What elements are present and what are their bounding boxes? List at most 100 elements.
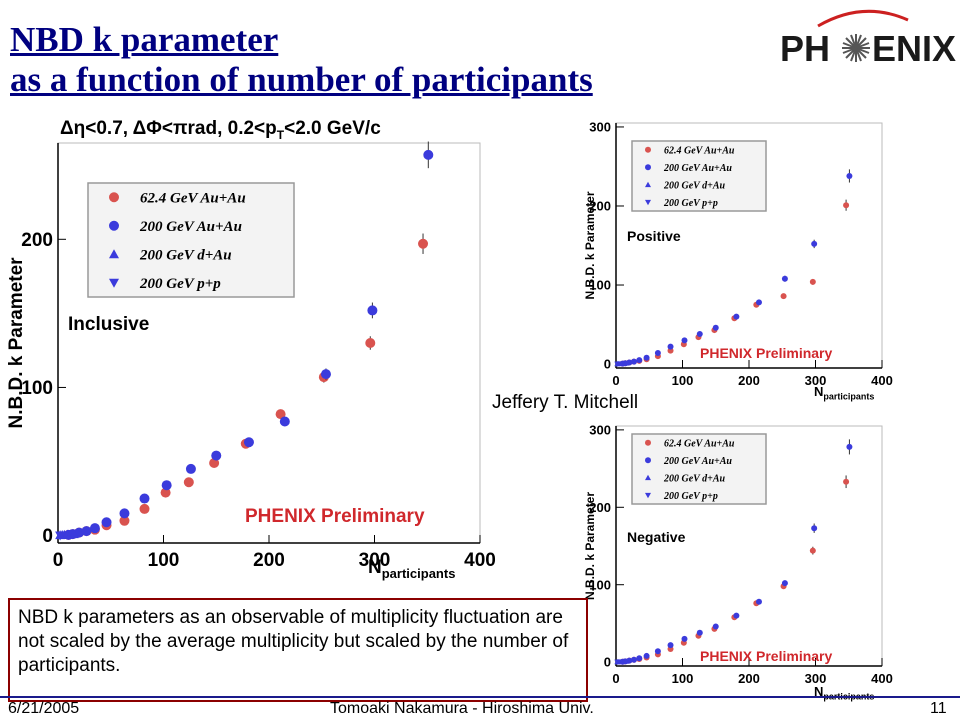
legend-marker <box>645 474 651 481</box>
data-point <box>681 337 688 344</box>
data-point <box>681 635 688 642</box>
data-point <box>185 463 196 474</box>
slide-title: NBD k parameter as a function of number … <box>10 20 593 100</box>
x-tick-label: 0 <box>612 373 619 388</box>
data-point <box>423 149 434 160</box>
legend-marker <box>645 146 651 153</box>
x-tick-label: 200 <box>738 671 760 686</box>
y-tick-label: 200 <box>21 230 53 251</box>
y-tick-label: 200 <box>589 500 611 515</box>
footer-presenter: Tomoaki Nakamura - Hiroshima Univ. <box>330 700 594 717</box>
data-point <box>780 293 787 300</box>
inclusive-label: Inclusive <box>68 314 150 335</box>
footer-page: 11 <box>930 700 947 717</box>
x-tick-label: 300 <box>805 671 827 686</box>
negative-plot: 0 100 200 300 400 0 100 200 300 N.B.D. k Paramete… <box>583 422 893 686</box>
footer-rule <box>0 696 960 698</box>
y-tick-label: 100 <box>589 278 611 293</box>
legend-box <box>87 182 295 298</box>
legend-label: 200 GeV d+Au <box>663 180 726 191</box>
data-point <box>89 523 100 534</box>
data-point <box>696 629 703 636</box>
data-point <box>643 354 650 361</box>
x-tick-label: 400 <box>871 373 893 388</box>
y-tick-label: 0 <box>604 357 611 372</box>
legend-marker <box>645 199 651 206</box>
x-tick-label: 100 <box>148 550 180 571</box>
negative-label: Negative <box>627 529 686 545</box>
legend-box <box>631 140 767 212</box>
y-tick-label: 0 <box>42 526 53 547</box>
data-point <box>733 313 740 320</box>
data-point <box>643 652 650 659</box>
data-point <box>160 487 171 498</box>
footer-date: 6/21/2005 <box>8 700 80 717</box>
legend-marker <box>109 192 119 203</box>
cuts-subscript: T <box>276 127 285 142</box>
legend-marker <box>109 278 119 288</box>
y-tick-label: 100 <box>589 577 611 592</box>
legend-marker <box>645 457 651 464</box>
data-point <box>367 305 378 316</box>
data-point <box>183 477 194 488</box>
data-point <box>843 202 850 209</box>
x-tick-label: 300 <box>359 550 391 571</box>
data-point <box>843 478 850 485</box>
inclusive-preliminary: PHENIX Preliminary <box>245 506 425 527</box>
data-point <box>365 338 376 348</box>
positive-plot: 0 100 200 300 400 0 100 200 300 N.B.D. k Paramete… <box>583 120 893 388</box>
data-point <box>667 343 674 350</box>
legend-label: 62.4 GeV Au+Au <box>664 145 735 156</box>
y-axis-label: N.B.D. k Parameter <box>583 191 597 299</box>
legend-marker <box>645 181 651 188</box>
inclusive-plot: 0 100 200 300 400 0 100 200 N.B.D. k Parameter 62… <box>6 141 496 571</box>
data-point <box>781 580 788 587</box>
y-tick-label: 0 <box>604 655 611 670</box>
data-point <box>279 416 290 427</box>
data-point <box>630 358 637 365</box>
cuts-prefix: Δη<0.7, ΔΦ<πrad, 0.2<p <box>60 118 277 139</box>
legend-label: 62.4 GeV Au+Au <box>140 191 246 207</box>
data-point <box>636 655 643 662</box>
logo-text-right: ENIX <box>872 28 956 69</box>
data-point <box>161 480 172 491</box>
y-axis-label: N.B.D. k Parameter <box>583 492 597 600</box>
data-point <box>418 238 429 249</box>
data-point <box>712 623 719 630</box>
data-point <box>811 240 818 247</box>
data-point <box>811 525 818 532</box>
data-point <box>712 324 719 331</box>
legend-label: 200 GeV p+p <box>663 198 718 209</box>
x-tick-label: 400 <box>871 671 893 686</box>
data-point <box>119 508 130 519</box>
x-tick-label: 400 <box>464 550 496 571</box>
legend-label: 200 GeV Au+Au <box>663 456 732 467</box>
data-point <box>81 526 92 537</box>
legend-marker <box>645 492 651 499</box>
legend-label: 200 GeV d+Au <box>139 248 232 264</box>
negative-xlabel: Nparticipants <box>814 684 874 702</box>
cuts-suffix: <2.0 GeV/c <box>284 118 381 139</box>
x-tick-label: 300 <box>805 373 827 388</box>
data-point <box>622 658 629 664</box>
data-point <box>68 529 79 539</box>
data-point <box>846 172 853 179</box>
data-point <box>614 361 621 367</box>
x-tick-label: 100 <box>672 373 694 388</box>
data-point <box>622 360 629 366</box>
y-tick-label: 200 <box>589 199 611 214</box>
x-tick-label: 200 <box>253 550 285 571</box>
data-point <box>733 612 740 619</box>
data-point <box>101 517 112 528</box>
y-tick-label: 300 <box>589 120 611 135</box>
title-line-2: as a function of number of participants <box>10 60 593 99</box>
phenix-logo: PH ENIX <box>780 9 956 69</box>
data-point <box>654 648 661 655</box>
data-point <box>320 369 331 380</box>
legend-label: 62.4 GeV Au+Au <box>664 438 735 449</box>
y-tick-label: 100 <box>21 378 53 399</box>
author-name: Jeffery T. Mitchell <box>492 392 639 413</box>
legend-marker <box>109 220 119 231</box>
conclusion-note: NBD k parameters as an observable of mul… <box>8 598 588 702</box>
data-point <box>630 656 637 663</box>
